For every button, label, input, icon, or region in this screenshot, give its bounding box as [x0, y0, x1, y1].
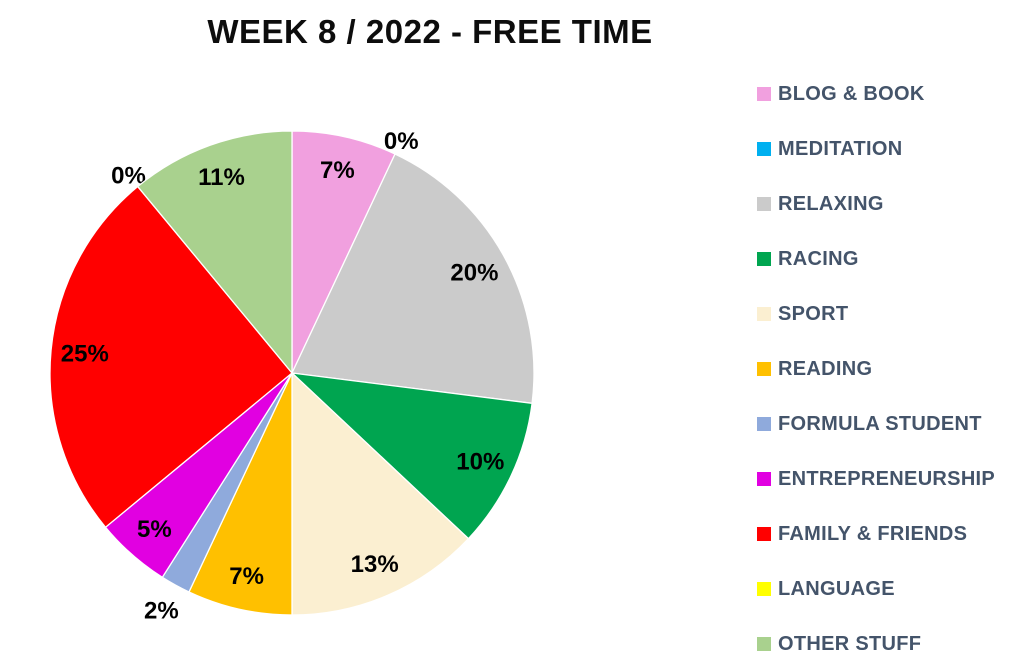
legend-swatch-icon: [757, 87, 771, 101]
legend-item: FORMULA STUDENT: [757, 412, 995, 435]
slice-data-label: 7%: [229, 563, 264, 590]
legend: BLOG & BOOK MEDITATION RELAXING RACING SPORT…: [757, 82, 996, 663]
pie-slice: [290, 372, 533, 540]
legend-item: READING: [757, 357, 995, 380]
pie-slice: [291, 130, 396, 374]
legend-label: FAMILY & FRIENDS: [778, 522, 968, 545]
slice-data-label: 5%: [137, 516, 172, 543]
legend-label: RELAXING: [778, 192, 884, 215]
legend-item: BLOG & BOOK: [757, 82, 995, 105]
legend-swatch-icon: [757, 197, 771, 211]
pie-slice: [291, 371, 470, 616]
legend-item: RELAXING: [757, 192, 995, 215]
slice-data-label: 7%: [320, 157, 355, 184]
legend-label: SPORT: [778, 302, 849, 325]
legend-label: RACING: [778, 247, 859, 270]
legend-item: ENTREPRENEURSHIP: [757, 467, 996, 490]
legend-swatch-icon: [757, 362, 771, 376]
legend-item: OTHER STUFF: [757, 632, 995, 655]
legend-label: ENTREPRENEURSHIP: [778, 467, 996, 490]
legend-label: BLOG & BOOK: [778, 82, 925, 105]
legend-label: OTHER STUFF: [778, 632, 922, 655]
pie-slice: [49, 185, 293, 529]
legend-item: LANGUAGE: [757, 577, 995, 600]
slice-data-label: 25%: [61, 340, 109, 367]
pie-slice: [188, 372, 293, 616]
legend-swatch-icon: [757, 417, 771, 431]
slice-data-label: 0%: [384, 128, 419, 155]
legend-swatch-icon: [757, 252, 771, 266]
legend-item: FAMILY & FRIENDS: [757, 522, 995, 545]
slice-data-label: 2%: [144, 598, 179, 625]
slice-data-label: 11%: [198, 164, 245, 191]
legend-item: SPORT: [757, 302, 995, 325]
legend-swatch-icon: [757, 527, 771, 541]
legend-swatch-icon: [757, 582, 771, 596]
slice-data-label: 20%: [450, 260, 498, 287]
pie-slice: [136, 130, 293, 375]
slice-data-label: 10%: [456, 449, 504, 476]
legend-label: FORMULA STUDENT: [778, 412, 982, 435]
legend-item: RACING: [757, 247, 995, 270]
pie-slice: [291, 153, 535, 405]
legend-swatch-icon: [757, 472, 771, 486]
legend-label: READING: [778, 357, 873, 380]
chart-title: WEEK 8 / 2022 - FREE TIME: [207, 13, 653, 50]
legend-swatch-icon: [757, 637, 771, 651]
legend-swatch-icon: [757, 307, 771, 321]
legend-swatch-icon: [757, 142, 771, 156]
legend-label: MEDITATION: [778, 137, 903, 160]
legend-item: MEDITATION: [757, 137, 995, 160]
legend-label: LANGUAGE: [778, 577, 895, 600]
slice-data-label: 13%: [351, 551, 399, 578]
